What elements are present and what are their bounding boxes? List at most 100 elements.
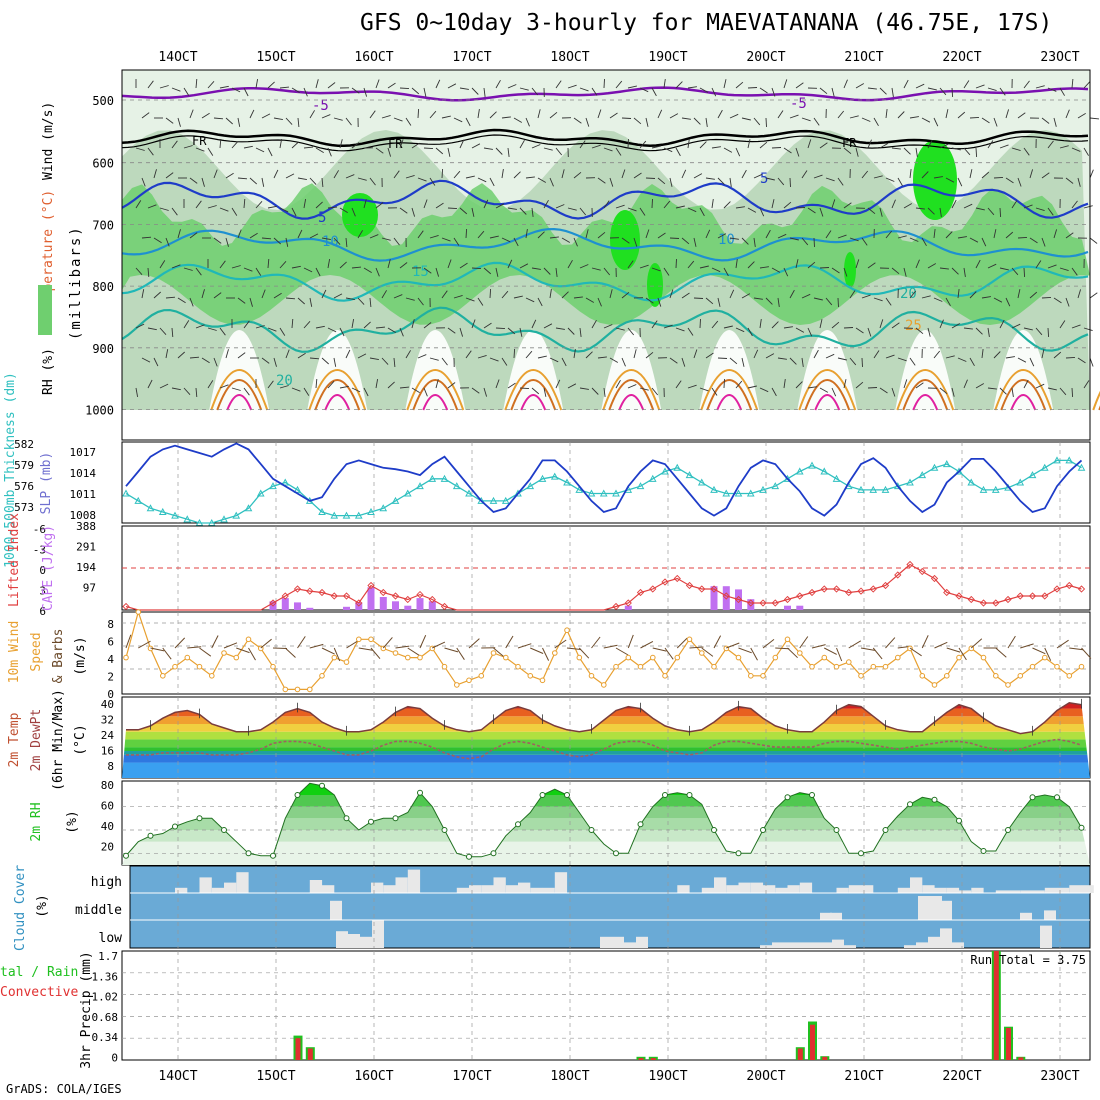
wind-barb bbox=[1077, 289, 1082, 299]
wind-barb bbox=[339, 139, 343, 149]
wind-barb bbox=[255, 147, 265, 153]
wind-point bbox=[417, 654, 423, 661]
wind-barb bbox=[747, 385, 757, 389]
wind-barb bbox=[561, 169, 565, 179]
li-point bbox=[391, 592, 400, 600]
temp-contour bbox=[602, 369, 661, 411]
wind-barb bbox=[963, 327, 973, 330]
li-point bbox=[992, 599, 1000, 607]
wind-barb bbox=[861, 117, 871, 122]
wind-barb bbox=[429, 234, 439, 239]
contour-label: 5 bbox=[760, 171, 768, 187]
wind-barb bbox=[579, 264, 589, 269]
pressure-tick: 800 bbox=[92, 280, 114, 294]
dewpoint-line bbox=[126, 738, 1082, 760]
wind-barb bbox=[267, 380, 274, 389]
wind-barb bbox=[483, 267, 492, 275]
wind-barb bbox=[759, 207, 765, 217]
li-tick: 3 bbox=[39, 585, 46, 598]
wind-barb bbox=[795, 259, 799, 269]
wind-barb bbox=[339, 207, 348, 213]
thickness-point bbox=[379, 504, 388, 512]
wind-barb bbox=[159, 327, 167, 336]
wind-barb bbox=[652, 647, 667, 652]
wind-barb bbox=[249, 177, 258, 185]
wind-barb bbox=[1083, 81, 1091, 89]
wind-barb bbox=[909, 116, 919, 119]
wind-point bbox=[245, 636, 252, 643]
wind-barb bbox=[1083, 205, 1093, 209]
rh-label: 2m RH bbox=[29, 802, 44, 841]
wind-barb bbox=[207, 147, 214, 156]
wind-point bbox=[699, 650, 705, 656]
wind-point bbox=[760, 673, 766, 679]
precip-conv-bar bbox=[1018, 1057, 1024, 1060]
wind-barb bbox=[435, 147, 444, 155]
wind-barb bbox=[597, 356, 607, 359]
rh-point bbox=[270, 852, 276, 859]
wind-barb bbox=[465, 297, 475, 302]
wind-barb bbox=[399, 386, 410, 389]
chart-title: GFS 0~10day 3-hourly for MAEVATANANA (46… bbox=[360, 10, 1053, 36]
li-point bbox=[906, 560, 914, 569]
wind-barb bbox=[315, 267, 321, 277]
wind-barb bbox=[645, 117, 649, 127]
wind-barb bbox=[447, 327, 456, 334]
li-point bbox=[673, 574, 681, 583]
thickness-point bbox=[808, 461, 816, 469]
wind-barb bbox=[549, 289, 552, 299]
wind-barb bbox=[729, 237, 739, 240]
wind-barb bbox=[687, 327, 694, 336]
wind-barb bbox=[951, 87, 954, 98]
wind-barb bbox=[159, 383, 169, 389]
temp-contour bbox=[324, 394, 351, 411]
wind-barb bbox=[153, 169, 157, 179]
cloud-high bbox=[910, 877, 923, 893]
wind-barb bbox=[407, 647, 420, 657]
wind-barb bbox=[423, 199, 428, 209]
wind-barb bbox=[489, 357, 499, 362]
rh-core bbox=[342, 193, 378, 237]
wind-barb bbox=[645, 351, 654, 359]
wind-barb bbox=[519, 327, 523, 337]
cloud-low bbox=[952, 942, 964, 948]
thickness-point bbox=[330, 511, 339, 519]
wind-barb bbox=[279, 327, 286, 336]
wind-barb bbox=[1089, 292, 1098, 299]
wind-barb bbox=[273, 237, 282, 245]
rh-point bbox=[343, 815, 350, 822]
precip-conv-bar bbox=[810, 1024, 815, 1060]
wind-barb bbox=[873, 350, 880, 359]
cloud-high bbox=[995, 890, 1009, 893]
wind-barb bbox=[843, 267, 848, 277]
thickness-point bbox=[428, 474, 437, 482]
wind-barb bbox=[345, 117, 352, 126]
wind-barb bbox=[327, 206, 338, 209]
thickness-point bbox=[256, 489, 265, 497]
temp-contour bbox=[422, 394, 449, 411]
wind-barb bbox=[903, 79, 909, 89]
wind-panel: 8 6 4 2 0 10m Wind Speed & Barbs (m/s) bbox=[7, 609, 1092, 701]
wind-barb bbox=[579, 207, 587, 216]
cloud-high bbox=[848, 885, 862, 893]
wind-barb bbox=[801, 357, 804, 367]
wind-barb bbox=[951, 323, 961, 329]
wind-barb bbox=[934, 641, 948, 649]
wind-barb bbox=[471, 207, 475, 217]
wind-barb bbox=[315, 79, 319, 89]
wind-barb bbox=[939, 319, 944, 329]
wind-barb bbox=[891, 387, 896, 397]
cape-bar bbox=[710, 586, 718, 610]
wind-barb bbox=[951, 199, 957, 209]
rh-legend-swatch bbox=[38, 285, 52, 335]
thickness-point bbox=[673, 463, 682, 471]
wind-barb bbox=[531, 144, 541, 149]
wind-barb bbox=[849, 115, 859, 119]
wind-barb bbox=[771, 147, 782, 149]
wind-barb bbox=[753, 349, 759, 359]
wind-barb bbox=[243, 267, 253, 272]
temp-contour bbox=[902, 379, 949, 411]
wind-barb bbox=[753, 173, 763, 179]
wind-barb bbox=[681, 117, 691, 120]
wind-barb bbox=[517, 643, 532, 649]
